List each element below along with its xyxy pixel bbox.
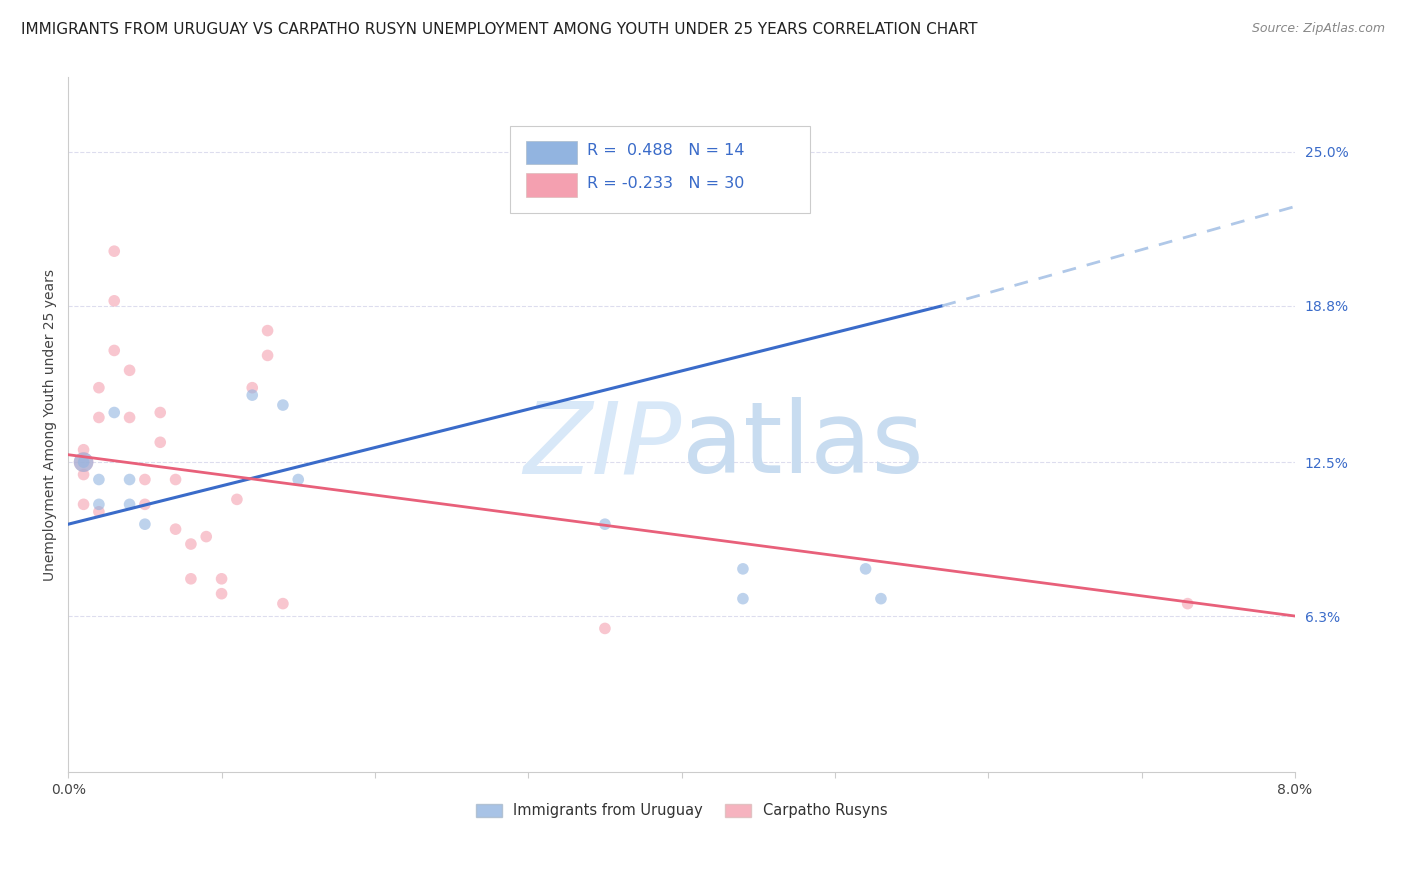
Point <box>118 473 141 487</box>
Point <box>103 293 125 308</box>
Text: R =  0.488   N = 14: R = 0.488 N = 14 <box>588 143 745 158</box>
Point <box>165 522 187 536</box>
Point <box>72 467 94 482</box>
Text: atlas: atlas <box>682 397 924 494</box>
Point <box>72 455 94 469</box>
FancyBboxPatch shape <box>526 141 578 164</box>
Legend: Immigrants from Uruguay, Carpatho Rusyns: Immigrants from Uruguay, Carpatho Rusyns <box>470 797 893 824</box>
Point <box>87 473 110 487</box>
Point <box>256 324 278 338</box>
Point <box>87 497 110 511</box>
Point <box>87 381 110 395</box>
Text: ZIP: ZIP <box>523 397 682 494</box>
Point <box>118 410 141 425</box>
FancyBboxPatch shape <box>526 173 578 197</box>
Point <box>180 537 202 551</box>
Point <box>180 572 202 586</box>
Point <box>103 405 125 419</box>
Point <box>72 455 94 469</box>
Point <box>240 388 263 402</box>
Point <box>731 562 754 576</box>
Point <box>731 591 754 606</box>
Point <box>149 435 172 450</box>
Point <box>287 473 309 487</box>
Point <box>72 455 94 469</box>
Point <box>870 591 893 606</box>
Point <box>225 492 247 507</box>
Point <box>762 177 785 191</box>
Point <box>72 497 94 511</box>
Point <box>72 442 94 457</box>
Point <box>103 244 125 259</box>
Point <box>271 398 294 412</box>
Point <box>165 473 187 487</box>
Point <box>103 343 125 358</box>
Point <box>134 473 156 487</box>
Text: Source: ZipAtlas.com: Source: ZipAtlas.com <box>1251 22 1385 36</box>
Point <box>87 410 110 425</box>
Point <box>195 530 218 544</box>
Point <box>134 497 156 511</box>
Point <box>149 405 172 419</box>
Point <box>1177 597 1199 611</box>
Point <box>593 622 616 636</box>
FancyBboxPatch shape <box>510 126 810 213</box>
Point <box>87 505 110 519</box>
Point <box>118 363 141 377</box>
Point <box>211 572 233 586</box>
Point <box>240 381 263 395</box>
Text: IMMIGRANTS FROM URUGUAY VS CARPATHO RUSYN UNEMPLOYMENT AMONG YOUTH UNDER 25 YEAR: IMMIGRANTS FROM URUGUAY VS CARPATHO RUSY… <box>21 22 977 37</box>
Point <box>271 597 294 611</box>
Point <box>118 497 141 511</box>
Text: R = -0.233   N = 30: R = -0.233 N = 30 <box>588 176 745 191</box>
Point <box>134 517 156 532</box>
Y-axis label: Unemployment Among Youth under 25 years: Unemployment Among Youth under 25 years <box>44 268 58 581</box>
Point <box>256 348 278 362</box>
Point <box>211 587 233 601</box>
Point <box>593 517 616 532</box>
Point <box>855 562 877 576</box>
